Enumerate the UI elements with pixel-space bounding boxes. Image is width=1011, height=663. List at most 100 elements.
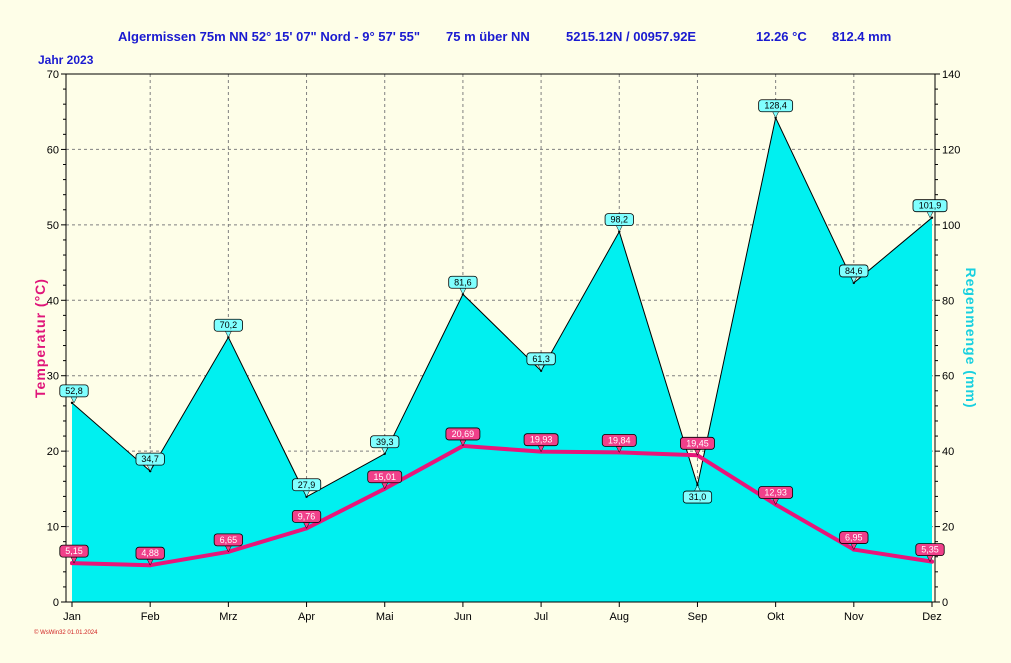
y-axis-label-left: Temperatur (°C) [32, 278, 48, 398]
y-tick-label-left: 40 [47, 295, 59, 307]
rain-area [72, 117, 932, 603]
label-box [445, 427, 481, 441]
label-text: 19,93 [530, 435, 553, 445]
label-text: 4,88 [141, 548, 159, 558]
temp-point [930, 559, 934, 564]
label-text: 39,3 [376, 437, 394, 447]
label-text: 9,76 [298, 511, 316, 521]
label-box [839, 264, 869, 278]
altitude-text: 75 m über NN [446, 29, 530, 44]
label-text: 15,01 [373, 472, 396, 482]
label-text: 20,69 [452, 429, 475, 439]
label-box [758, 99, 794, 113]
label-box [291, 478, 322, 492]
rain-point [70, 401, 74, 405]
coords-text: 5215.12N / 00957.92E [566, 29, 696, 44]
temp-value-label: 5,15 [59, 544, 89, 564]
label-text: 5,15 [65, 546, 83, 556]
x-tick-label: Dez [922, 611, 942, 623]
y-tick-label-right: 0 [942, 597, 948, 609]
x-tick-label: Sep [688, 611, 708, 623]
label-text: 84,6 [845, 266, 863, 276]
label-text: 61,3 [532, 354, 550, 364]
rain-value-label: 128,4 [758, 99, 794, 119]
y-tick-label-right: 120 [942, 144, 960, 156]
temp-value-label: 4,88 [135, 546, 165, 566]
x-tick-label: Jan [63, 611, 81, 623]
label-box [526, 352, 556, 366]
footer-credit: © WsWin32 01.01.2024 [34, 629, 98, 636]
label-box [367, 470, 403, 484]
data-labels: 52,8 34,7 70,2 27,9 39,3 81,6 61,3 98,2 31,0 128,… [59, 99, 948, 566]
rain-value-label: 81,6 [448, 275, 478, 295]
temp-value-label: 19,84 [601, 433, 637, 453]
y-tick-label-right: 40 [942, 446, 954, 458]
y-tick-label-left: 50 [47, 220, 59, 232]
temp-point [70, 561, 74, 566]
y-tick-label-right: 100 [942, 220, 960, 232]
rain-value-label: 70,2 [213, 318, 243, 338]
label-text: 19,84 [608, 435, 631, 445]
label-text: 19,45 [686, 438, 709, 448]
label-box [59, 384, 89, 398]
temp-value-label: 5,35 [915, 543, 945, 563]
label-text: 52,8 [65, 386, 83, 396]
label-text: 34,7 [141, 454, 159, 464]
y-axis-label-right: Regenmenge (mm) [963, 267, 979, 408]
x-tick-label: Apr [298, 611, 315, 623]
label-box [682, 490, 713, 504]
x-tick-label: Jul [534, 611, 548, 623]
label-text: 12,93 [764, 487, 787, 497]
label-box [758, 486, 794, 499]
x-tick-label: Feb [141, 611, 160, 623]
label-box [135, 452, 165, 466]
y-tick-label-left: 20 [47, 446, 59, 458]
x-tick-label: Jun [454, 611, 472, 623]
year-label: Jahr 2023 [38, 53, 94, 67]
label-text: 70,2 [220, 320, 238, 330]
temp-value-label: 12,93 [758, 486, 794, 506]
label-box [135, 546, 165, 560]
mean-temp-text: 12.26 °C [756, 29, 807, 44]
label-box [915, 543, 945, 557]
y-tick-label-right: 80 [942, 295, 954, 307]
label-box [523, 433, 559, 447]
rain-outline [71, 116, 933, 498]
rain-value-label: 84,6 [839, 264, 869, 284]
label-box [448, 275, 478, 289]
label-box [601, 433, 637, 447]
rain-value-label: 61,3 [526, 352, 556, 372]
x-tick-label: Nov [844, 611, 864, 623]
y-tick-label-left: 30 [47, 371, 59, 383]
label-text: 31,0 [689, 492, 707, 502]
rain-value-label: 39,3 [370, 435, 400, 455]
temp-value-label: 20,69 [445, 427, 481, 447]
rain-point [930, 216, 934, 219]
label-box [370, 435, 400, 449]
y-tick-label-left: 0 [53, 597, 59, 609]
label-box [213, 533, 243, 547]
label-box [213, 318, 243, 332]
label-box [59, 544, 89, 558]
temp-value-label: 6,65 [213, 533, 243, 553]
y-tick-label-right: 140 [942, 69, 960, 81]
label-text: 101,9 [919, 201, 942, 211]
label-box [291, 509, 322, 523]
y-tick-label-right: 60 [942, 371, 954, 383]
temp-value-label: 19,93 [523, 433, 559, 453]
temp-value-label: 6,95 [839, 531, 869, 551]
label-box [680, 436, 715, 450]
rain-value-label: 31,0 [682, 484, 713, 504]
x-tick-label: Mrz [219, 611, 237, 623]
y-tick-label-left: 60 [47, 144, 59, 156]
label-text: 6,65 [220, 535, 238, 545]
label-box [912, 199, 948, 213]
temp-value-label: 19,45 [680, 436, 715, 456]
rain-value-label: 98,2 [604, 213, 634, 233]
total-rain-text: 812.4 mm [832, 29, 891, 44]
y-tick-label-left: 70 [47, 69, 59, 81]
rain-value-label: 52,8 [59, 384, 89, 404]
label-text: 81,6 [454, 277, 472, 287]
